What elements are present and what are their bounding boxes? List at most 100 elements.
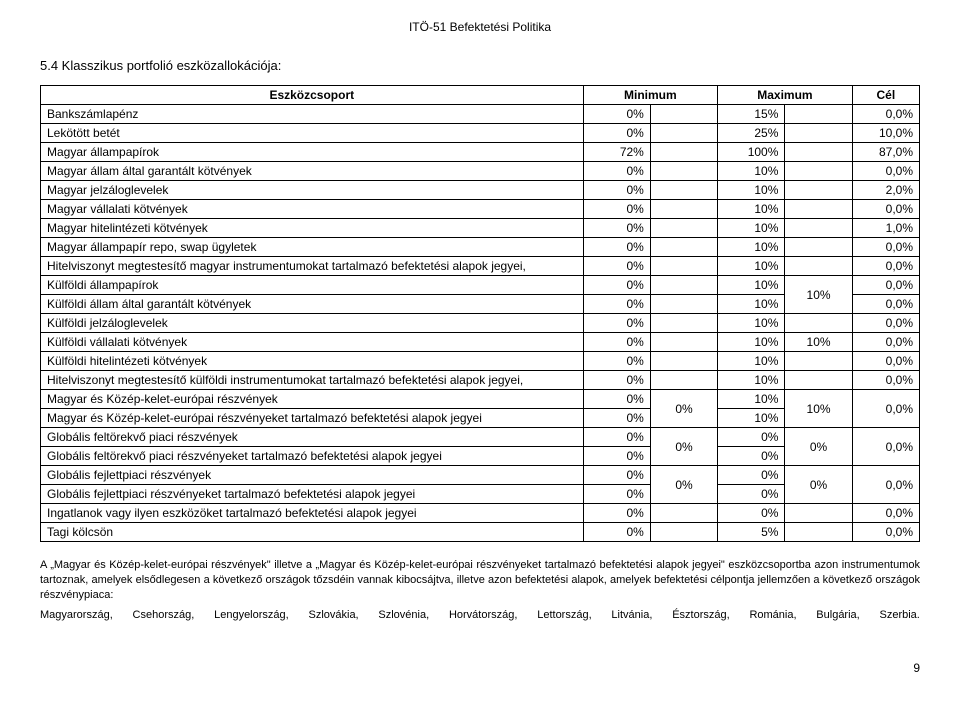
page-number: 9: [40, 661, 920, 675]
cell-min: 0%: [583, 257, 650, 276]
cell-max: 100%: [718, 143, 785, 162]
cell-max: 10%: [718, 314, 785, 333]
cell-midB: [785, 352, 852, 371]
country: Szlovákia,: [308, 609, 358, 621]
cell-midA: [650, 371, 717, 390]
country: Szerbia.: [880, 609, 920, 621]
cell-midB: [785, 219, 852, 238]
cell-min: 0%: [583, 295, 650, 314]
country: Horvátország,: [449, 609, 517, 621]
table-row: Külföldi állampapírok 0% 10% 10% 0,0%: [41, 276, 920, 295]
cell-min: 0%: [583, 219, 650, 238]
cell-max: 10%: [718, 181, 785, 200]
cell-max: 10%: [718, 162, 785, 181]
cell-label: Lekötött betét: [41, 124, 584, 143]
country: Románia,: [749, 609, 796, 621]
cell-cel-merged: 0,0%: [852, 428, 919, 466]
cell-max: 10%: [718, 219, 785, 238]
cell-cel-merged: 0,0%: [852, 390, 919, 428]
table-row: Hitelviszonyt megtestesítő külföldi inst…: [41, 371, 920, 390]
table-row: Külföldi vállalati kötvények0%10%10%0,0%: [41, 333, 920, 352]
cell-min: 72%: [583, 143, 650, 162]
countries-list: Magyarország, Csehország, Lengyelország,…: [40, 609, 920, 621]
cell-midA-merged: 0%: [650, 466, 717, 504]
table-row: Magyar hitelintézeti kötvények0%10%1,0%: [41, 219, 920, 238]
country: Lengyelország,: [214, 609, 289, 621]
cell-label: Globális fejlettpiaci részvényeket tarta…: [41, 485, 584, 504]
cell-max: 0%: [718, 447, 785, 466]
cell-midA: [650, 219, 717, 238]
cell-min: 0%: [583, 314, 650, 333]
cell-max: 10%: [718, 409, 785, 428]
cell-midB-merged: 10%: [785, 390, 852, 428]
country: Csehország,: [133, 609, 195, 621]
cell-max: 10%: [718, 257, 785, 276]
cell-midA: [650, 504, 717, 523]
cell-midA: [650, 352, 717, 371]
table-row: Globális feltörekvő piaci részvények 0% …: [41, 428, 920, 447]
cell-min: 0%: [583, 390, 650, 409]
cell-label: Magyar hitelintézeti kötvények: [41, 219, 584, 238]
cell-label: Külföldi állam által garantált kötvények: [41, 295, 584, 314]
th-target: Cél: [852, 86, 919, 105]
cell-midB: [785, 523, 852, 542]
cell-cel: 10,0%: [852, 124, 919, 143]
cell-midA: [650, 314, 717, 333]
cell-min: 0%: [583, 466, 650, 485]
country: Magyarország,: [40, 609, 113, 621]
cell-label: Hitelviszonyt megtestesítő külföldi inst…: [41, 371, 584, 390]
cell-cel: 0,0%: [852, 371, 919, 390]
cell-label: Ingatlanok vagy ilyen eszközöket tartalm…: [41, 504, 584, 523]
table-header-row: Eszközcsoport Minimum Maximum Cél: [41, 86, 920, 105]
th-maximum: Maximum: [718, 86, 853, 105]
country: Észtország,: [672, 609, 729, 621]
table-row: Ingatlanok vagy ilyen eszközöket tartalm…: [41, 504, 920, 523]
cell-midA: [650, 124, 717, 143]
cell-max: 15%: [718, 105, 785, 124]
cell-midA: [650, 333, 717, 352]
cell-min: 0%: [583, 162, 650, 181]
cell-cel: 0,0%: [852, 162, 919, 181]
cell-cel: 2,0%: [852, 181, 919, 200]
cell-label: Magyar állam által garantált kötvények: [41, 162, 584, 181]
cell-label: Külföldi vállalati kötvények: [41, 333, 584, 352]
cell-midA: [650, 238, 717, 257]
cell-midA: [650, 181, 717, 200]
cell-label: Globális fejlettpiaci részvények: [41, 466, 584, 485]
cell-midA: [650, 162, 717, 181]
cell-cel: 0,0%: [852, 523, 919, 542]
cell-midA-merged: 0%: [650, 428, 717, 466]
page-header: ITÖ-51 Befektetési Politika: [40, 20, 920, 34]
table-row: Bankszámlapénz0%15%0,0%: [41, 105, 920, 124]
cell-label: Hitelviszonyt megtestesítő magyar instru…: [41, 257, 584, 276]
cell-midB-merged: 0%: [785, 466, 852, 504]
table-row: Magyar állam által garantált kötvények0%…: [41, 162, 920, 181]
cell-max: 10%: [718, 390, 785, 409]
table-row: Magyar jelzáloglevelek0%10%2,0%: [41, 181, 920, 200]
cell-midA: [650, 105, 717, 124]
cell-min: 0%: [583, 276, 650, 295]
cell-midB: [785, 181, 852, 200]
table-row: Tagi kölcsön0%5%0,0%: [41, 523, 920, 542]
section-title: 5.4 Klasszikus portfolió eszközallokáció…: [40, 58, 920, 73]
cell-cel: 0,0%: [852, 504, 919, 523]
cell-max: 5%: [718, 523, 785, 542]
cell-cel: 0,0%: [852, 200, 919, 219]
cell-midA: [650, 276, 717, 295]
country: Lettország,: [537, 609, 591, 621]
cell-midB: 10%: [785, 333, 852, 352]
cell-midB: [785, 143, 852, 162]
cell-cel: 0,0%: [852, 257, 919, 276]
table-row: Magyar vállalati kötvények0%10%0,0%: [41, 200, 920, 219]
cell-cel: 0,0%: [852, 105, 919, 124]
cell-label: Magyar vállalati kötvények: [41, 200, 584, 219]
cell-cel-merged: 0,0%: [852, 466, 919, 504]
cell-min: 0%: [583, 371, 650, 390]
cell-label: Magyar jelzáloglevelek: [41, 181, 584, 200]
cell-min: 0%: [583, 447, 650, 466]
cell-min: 0%: [583, 523, 650, 542]
cell-max: 25%: [718, 124, 785, 143]
table-row: Magyar állampapírok72%100%87,0%: [41, 143, 920, 162]
cell-midB: [785, 257, 852, 276]
cell-cel: 0,0%: [852, 295, 919, 314]
